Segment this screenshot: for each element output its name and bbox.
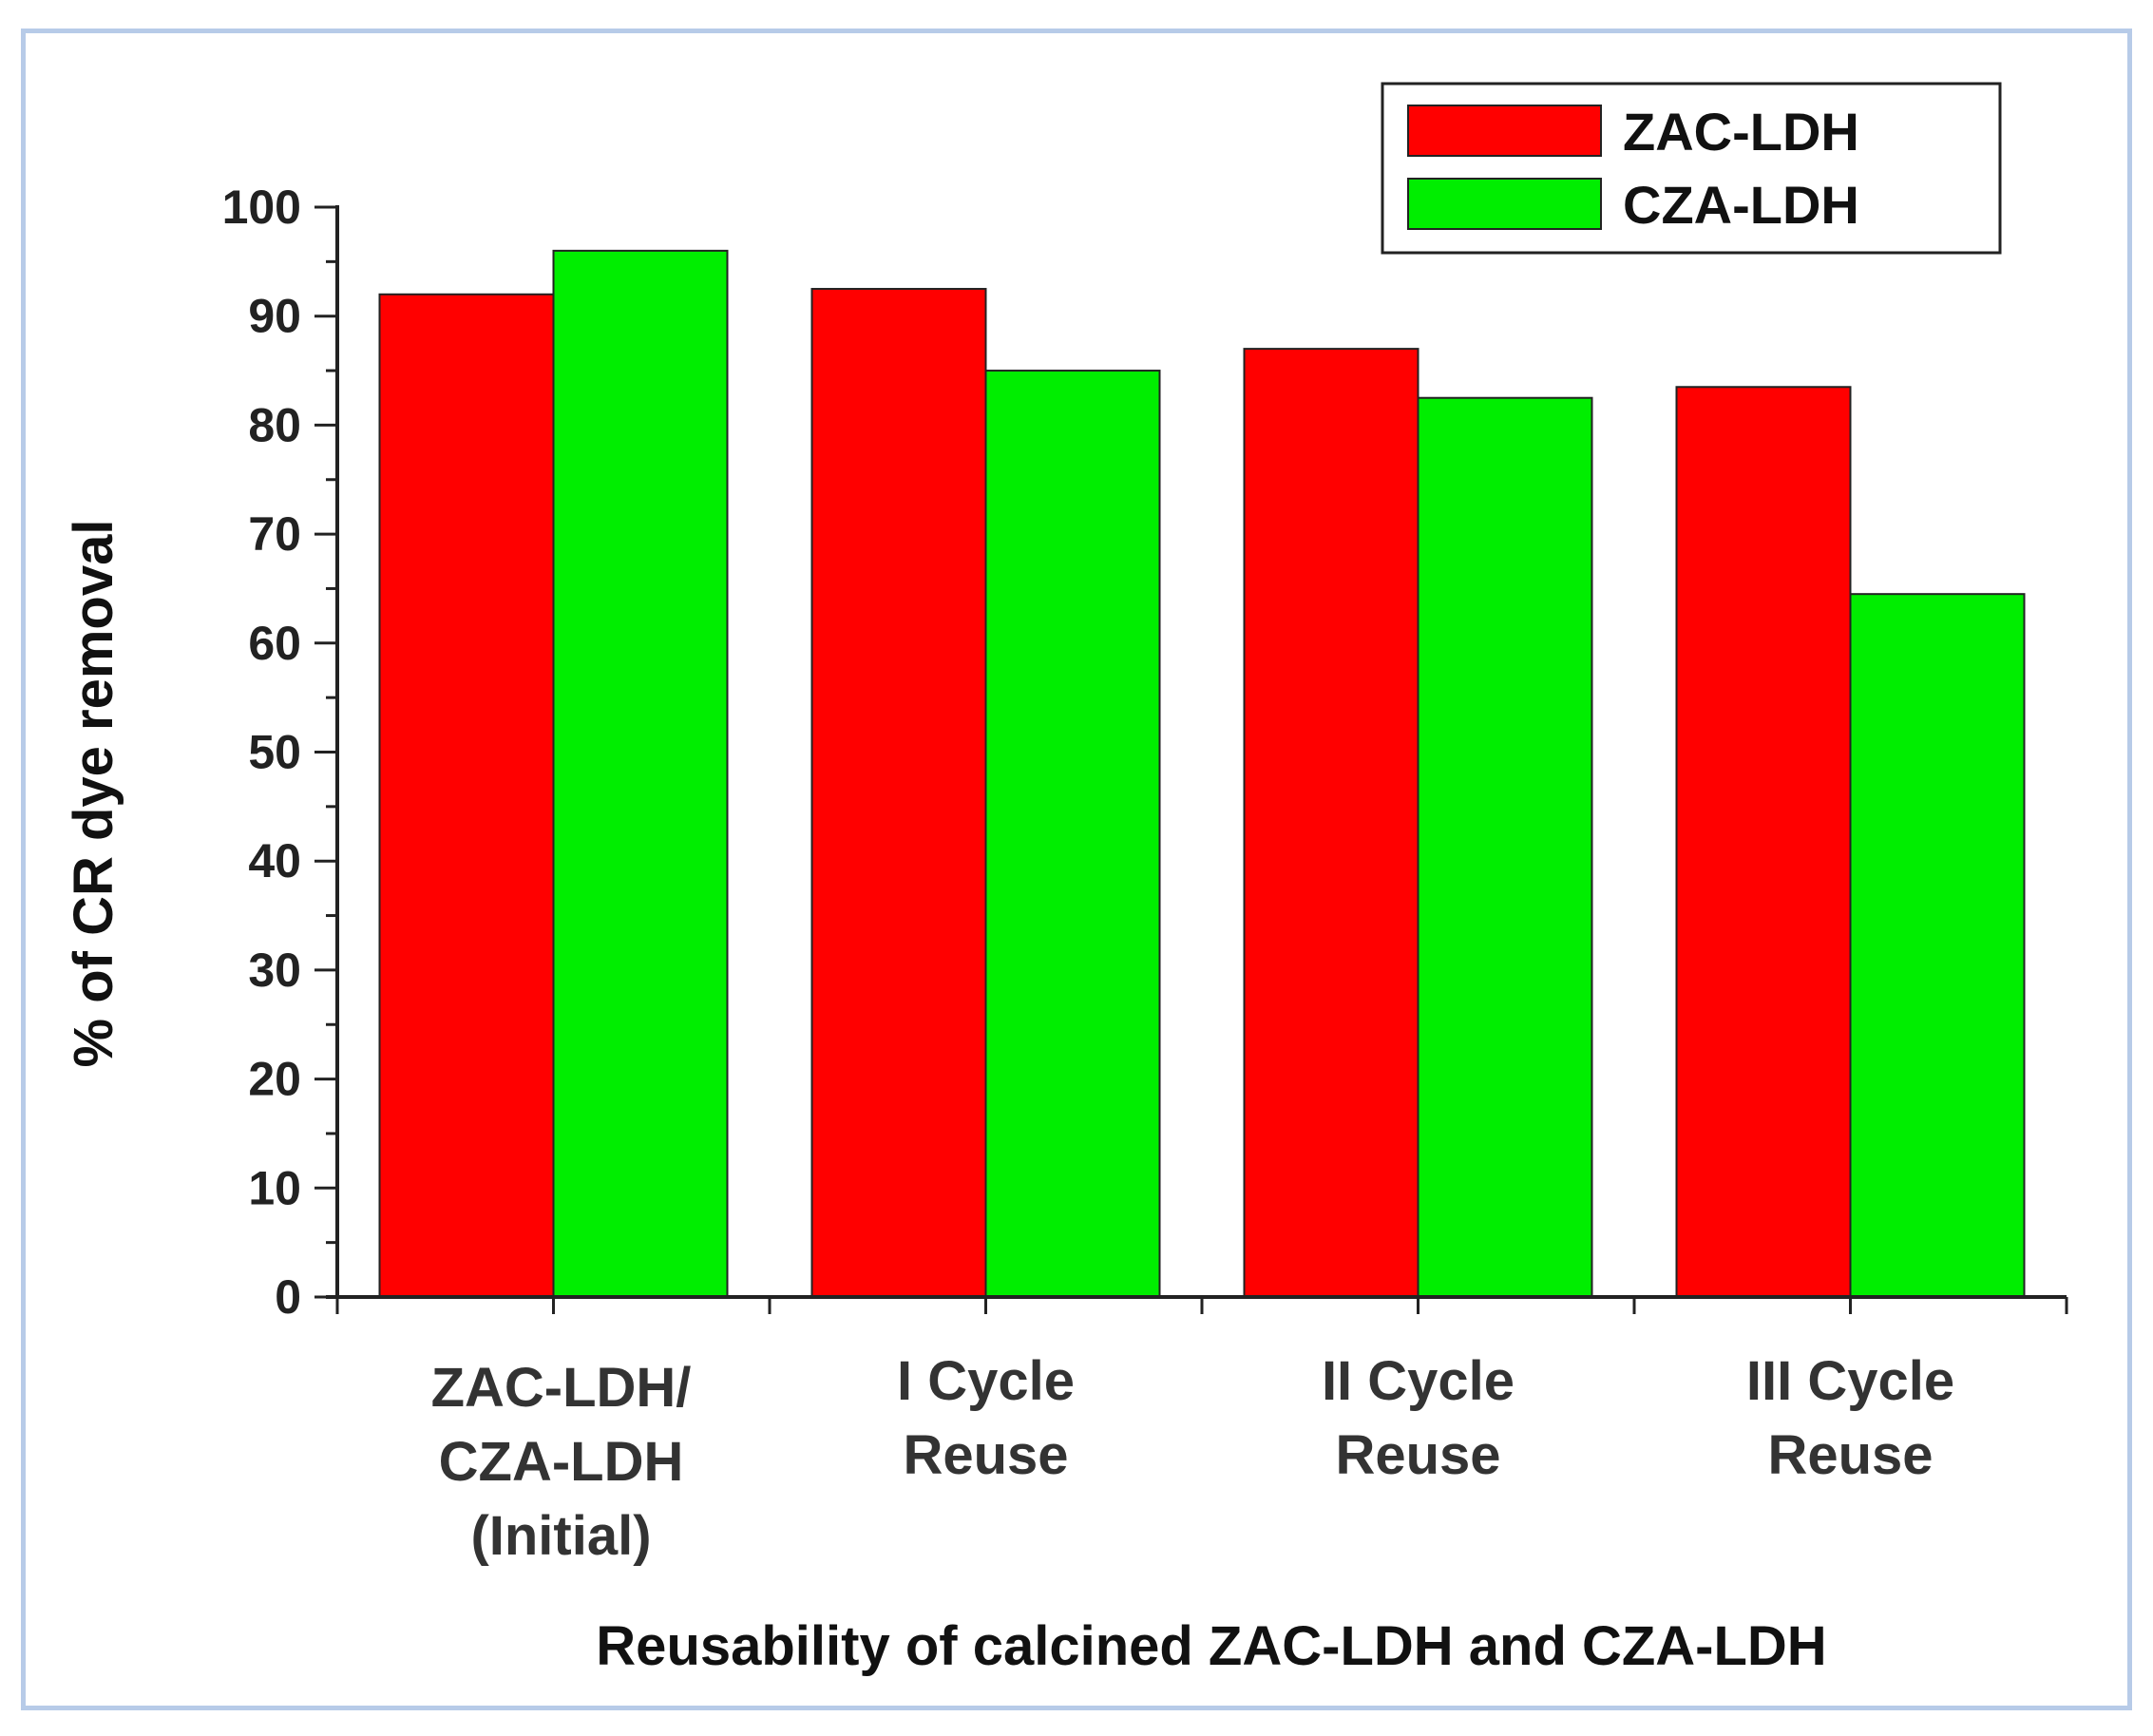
x-category-label: I Cycle — [897, 1350, 1075, 1412]
y-tick-label: 100 — [222, 181, 301, 234]
legend-label-cza-ldh: CZA-LDH — [1623, 175, 1859, 235]
y-tick-label: 30 — [248, 944, 301, 997]
x-category-labels: ZAC-LDH/CZA-LDH (Initial) I Cycle Reuse II C… — [431, 1350, 1955, 1567]
bar-zac-ldh-0 — [378, 293, 555, 1298]
y-tick-label: 20 — [248, 1053, 301, 1106]
bar-cza-ldh-2 — [1417, 396, 1593, 1299]
x-category-label: II Cycle — [1322, 1350, 1515, 1412]
x-category-label: (Initial) — [470, 1505, 651, 1567]
y-tick-label: 40 — [248, 834, 301, 887]
y-tick-label: 0 — [275, 1270, 301, 1324]
axes-layer — [314, 205, 2068, 1314]
y-tick-label: 60 — [248, 617, 301, 670]
legend: ZAC-LDH CZA-LDH — [1381, 82, 2002, 255]
legend-swatch-cza-ldh — [1407, 178, 1602, 230]
y-tick-label: 50 — [248, 726, 301, 779]
x-axis-title: Reusability of calcined ZAC-LDH and CZA-… — [596, 1615, 1826, 1677]
y-tick-labels: 0 10 20 30 40 50 60 70 80 90 100 — [222, 181, 301, 1324]
bar-cza-ldh-0 — [552, 249, 729, 1298]
legend-label-zac-ldh: ZAC-LDH — [1623, 102, 1859, 162]
bar-cza-ldh-3 — [1849, 593, 2026, 1298]
bar-zac-ldh-2 — [1243, 348, 1419, 1298]
x-category-label: ZAC-LDH/ — [431, 1357, 692, 1419]
x-category-label: CZA-LDH — [439, 1431, 684, 1493]
bar-cza-ldh-1 — [984, 370, 1161, 1298]
x-category-label: Reuse — [1767, 1424, 1933, 1486]
y-tick-label: 10 — [248, 1161, 301, 1214]
bar-zac-ldh-3 — [1675, 386, 1852, 1298]
x-category-label: III Cycle — [1746, 1350, 1954, 1412]
y-tick-label: 90 — [248, 290, 301, 343]
x-category-label: Reuse — [903, 1424, 1068, 1486]
legend-swatch-zac-ldh — [1407, 105, 1602, 157]
y-axis-title: % of CR dye removal — [63, 520, 124, 1068]
y-tick-label: 70 — [248, 507, 301, 561]
bars-layer — [378, 249, 2026, 1299]
x-category-label: Reuse — [1335, 1424, 1500, 1486]
y-tick-label: 80 — [248, 398, 301, 451]
bar-zac-ldh-1 — [810, 288, 987, 1298]
